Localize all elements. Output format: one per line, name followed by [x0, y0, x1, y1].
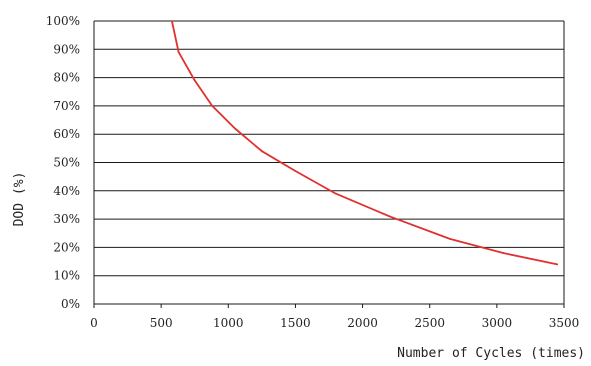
y-tick-label-0: 0%: [61, 297, 80, 311]
y-axis-title: DOD (%): [12, 172, 27, 227]
data-point-0-5: [260, 150, 263, 153]
y-tick-label-90: 90%: [53, 42, 80, 56]
y-tick-label-100: 100%: [46, 14, 80, 28]
y-tick-label-20: 20%: [53, 240, 80, 254]
data-point-0-9: [448, 238, 451, 240]
x-tick-labels: 0 500 1000 1500 2000 2500 3000 3500: [90, 316, 579, 330]
x-tick-label-1000: 1000: [213, 316, 244, 330]
data-point-0-10: [502, 252, 505, 254]
y-tick-label-70: 70%: [53, 99, 80, 113]
y-tick-label-60: 60%: [53, 127, 80, 141]
data-point-0-4: [234, 127, 236, 130]
data-point-0-11: [556, 263, 559, 266]
data-point-0-3: [211, 105, 214, 107]
y-tick-label-10: 10%: [53, 269, 80, 283]
data-point-0-0: [170, 20, 173, 22]
data-point-0-2: [193, 79, 196, 82]
x-tick-label-500: 500: [150, 316, 173, 330]
series-layer: [170, 20, 559, 266]
x-tick-label-2500: 2500: [414, 316, 445, 330]
y-tick-label-40: 40%: [53, 184, 80, 198]
y-tick-label-30: 30%: [53, 212, 80, 226]
x-tick-label-1500: 1500: [280, 316, 311, 330]
data-point-0-8: [388, 215, 391, 218]
x-tick-label-2000: 2000: [347, 316, 378, 330]
y-tick-labels: 0% 10% 20% 30% 40% 50% 60% 70% 80% 90% 100%: [46, 14, 80, 311]
axes: [93, 21, 565, 308]
x-tick-label-0: 0: [90, 316, 98, 330]
x-tick-label-3500: 3500: [549, 316, 580, 330]
series-line-0: [171, 20, 558, 266]
gridlines: [94, 20, 564, 277]
y-tick-label-50: 50%: [53, 156, 80, 170]
data-point-0-1: [177, 51, 180, 54]
y-tick-label-80: 80%: [53, 71, 80, 85]
data-point-0-7: [334, 192, 337, 195]
x-tick-label-3000: 3000: [482, 316, 513, 330]
x-axis-title: Number of Cycles (times): [397, 346, 585, 361]
data-point-0-6: [294, 170, 297, 172]
